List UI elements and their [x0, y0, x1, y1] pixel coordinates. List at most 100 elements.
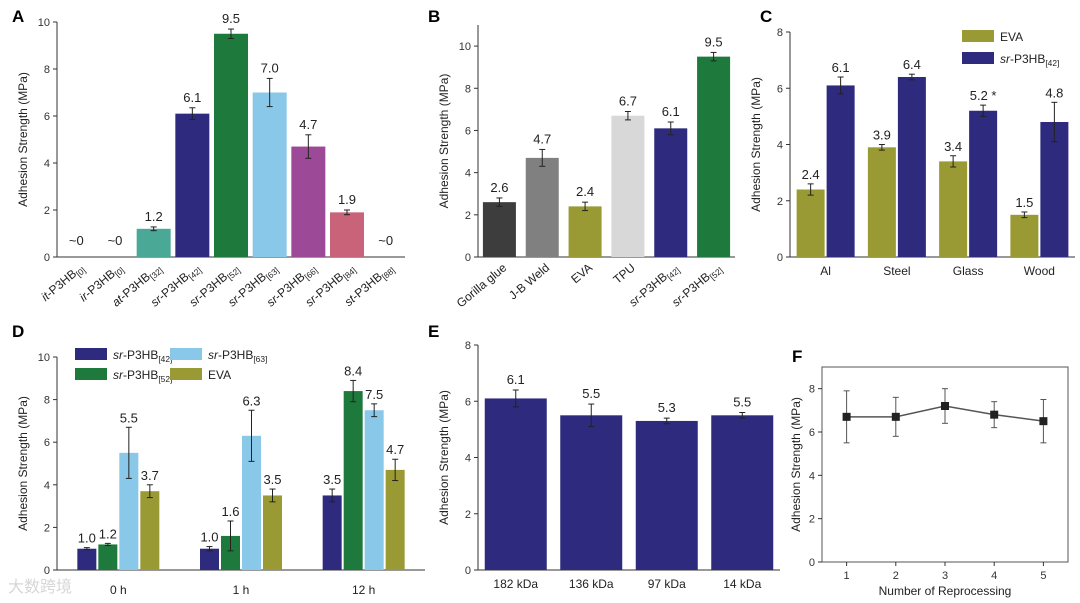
bar	[214, 33, 248, 257]
data-label: 4.8	[1045, 85, 1063, 100]
y-tick-label: 6	[465, 125, 471, 137]
x-tick-label: 0 h	[110, 583, 127, 597]
label-main: -P3HB	[123, 348, 158, 362]
y-tick-label: 4	[44, 480, 50, 492]
bar	[140, 491, 160, 570]
legend-swatch	[962, 30, 994, 42]
data-label: ~0	[69, 233, 84, 248]
bar	[897, 77, 926, 257]
data-label: 3.5	[323, 472, 341, 487]
y-tick-label: 0	[777, 252, 783, 264]
y-tick-label: 0	[44, 252, 50, 264]
label-subscript: [52]	[158, 374, 172, 384]
data-label: 7.0	[261, 60, 279, 75]
y-axis-label: Adhesion Strength (MPa)	[16, 396, 30, 531]
data-label: 6.1	[662, 104, 680, 119]
data-label: 4.7	[299, 117, 317, 132]
y-tick-label: 0	[44, 565, 50, 577]
data-point	[842, 412, 851, 421]
data-label: 2.4	[576, 184, 594, 199]
data-label: ~0	[378, 233, 393, 248]
data-label: 1.0	[200, 530, 218, 545]
bar	[343, 391, 363, 570]
bar	[635, 420, 698, 570]
y-tick-label: 4	[809, 470, 815, 482]
bar	[119, 452, 139, 570]
bar	[98, 544, 118, 570]
y-tick-label: 2	[44, 205, 50, 217]
data-label: 5.2 *	[970, 88, 997, 103]
y-tick-label: 0	[465, 565, 471, 577]
legend-label: sr-P3HB[42]	[113, 348, 172, 364]
data-label: 4.7	[386, 442, 404, 457]
legend-swatch	[170, 368, 202, 380]
x-tick-label: 97 kDa	[648, 577, 686, 591]
label-prefix: sr	[1000, 52, 1011, 66]
bar	[364, 410, 384, 570]
legend-swatch	[75, 368, 107, 380]
data-label: 6.3	[242, 393, 260, 408]
label-subscript: [42]	[158, 354, 172, 364]
y-tick-label: 8	[465, 340, 471, 352]
watermark: 大数跨境	[8, 577, 72, 596]
data-label: 3.4	[944, 139, 962, 154]
bar	[796, 189, 825, 257]
y-tick-label: 8	[809, 384, 815, 396]
legend-label: sr-P3HB[42]	[1000, 52, 1059, 68]
bar	[568, 206, 602, 257]
label-prefix: sr	[113, 368, 124, 382]
x-tick-label: 1 h	[233, 583, 250, 597]
x-tick-label: 4	[991, 570, 997, 582]
data-label: 5.5	[582, 386, 600, 401]
data-point	[990, 410, 999, 419]
bar	[252, 92, 287, 257]
y-tick-label: 2	[465, 210, 471, 222]
bar	[969, 110, 998, 257]
label-main: -P3HB	[218, 348, 253, 362]
x-tick-label: Glass	[953, 264, 984, 278]
label-prefix: sr	[113, 348, 124, 362]
bar	[697, 56, 731, 257]
bar	[867, 147, 896, 257]
bar	[711, 415, 774, 570]
y-axis-label: Adhesion Strength (MPa)	[437, 74, 451, 209]
bar	[242, 435, 261, 570]
bar	[175, 113, 210, 258]
bar	[77, 548, 97, 570]
data-label: 2.6	[490, 180, 508, 195]
y-axis-label: Adhesion Strength (MPa)	[789, 397, 803, 532]
bar	[1010, 214, 1039, 257]
y-tick-label: 8	[465, 83, 471, 95]
y-tick-label: 10	[38, 352, 50, 364]
y-tick-label: 6	[44, 437, 50, 449]
panel-letter: E	[428, 322, 439, 341]
y-tick-label: 2	[44, 522, 50, 534]
data-label: 2.4	[802, 167, 820, 182]
bar	[200, 548, 219, 570]
y-tick-label: 6	[809, 427, 815, 439]
legend-label: EVA	[1000, 30, 1023, 44]
y-tick-label: 6	[44, 111, 50, 123]
legend-label: sr-P3HB[52]	[113, 368, 172, 384]
panel-letter: B	[428, 7, 440, 26]
x-tick-label: 5	[1040, 570, 1046, 582]
bar	[560, 415, 623, 570]
x-axis-label: Number of Reprocessing	[879, 584, 1012, 598]
x-tick-label: J-B Weld	[506, 261, 552, 303]
data-point	[891, 412, 900, 421]
data-label: 9.5	[705, 34, 723, 49]
data-label: 1.2	[99, 526, 117, 541]
bar	[654, 128, 688, 257]
x-tick-label: Gorilla glue	[454, 260, 510, 310]
x-tick-label: 182 kDa	[493, 577, 538, 591]
legend-swatch	[962, 52, 994, 64]
y-axis-label: Adhesion Strength (MPa)	[749, 77, 763, 212]
bar	[611, 115, 645, 257]
x-tick-label: Steel	[883, 264, 910, 278]
y-tick-label: 6	[465, 396, 471, 408]
panel-letter: A	[12, 7, 24, 26]
data-label: 3.7	[141, 468, 159, 483]
data-label: 1.6	[221, 504, 239, 519]
bar	[484, 398, 547, 570]
panel-letter: F	[792, 347, 802, 366]
